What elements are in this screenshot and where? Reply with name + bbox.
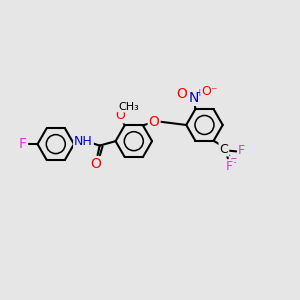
Text: O: O	[177, 87, 188, 100]
Text: C: C	[220, 142, 228, 155]
Text: F: F	[226, 160, 233, 173]
Text: F: F	[230, 157, 237, 170]
Text: CH₃: CH₃	[118, 101, 139, 112]
Text: O: O	[149, 115, 160, 129]
Text: O: O	[91, 157, 102, 171]
Text: O⁻: O⁻	[201, 85, 218, 98]
Text: +: +	[195, 88, 203, 98]
Text: N: N	[189, 91, 199, 105]
Text: F: F	[18, 137, 26, 151]
Text: O: O	[115, 110, 125, 122]
Text: NH: NH	[74, 135, 93, 148]
Text: F: F	[238, 144, 245, 157]
